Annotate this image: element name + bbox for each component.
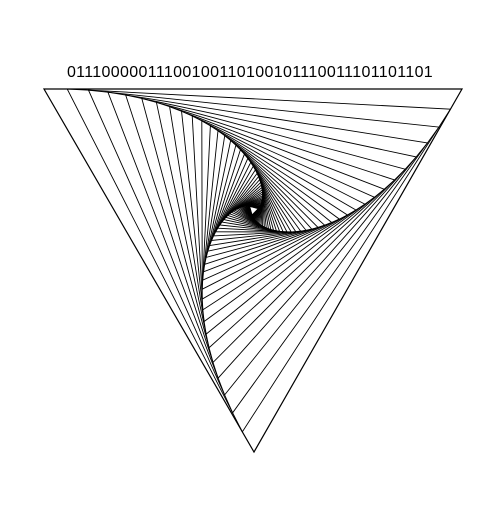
pattern-triangle — [221, 175, 281, 232]
pattern-triangle — [155, 101, 396, 349]
pattern-triangle — [191, 115, 366, 311]
pattern-triangle — [210, 157, 302, 242]
pattern-triangle — [240, 200, 263, 223]
pattern-triangle — [124, 94, 418, 379]
pattern-triangle — [230, 189, 267, 229]
pattern-triangle — [42, 88, 464, 454]
pattern-triangle — [202, 134, 333, 273]
pattern-triangle — [66, 88, 452, 433]
pattern-triangle — [87, 89, 440, 414]
pattern-triangle — [225, 181, 275, 231]
pattern-triangle — [235, 194, 264, 227]
pattern-triangle — [141, 97, 407, 364]
pattern-triangle — [212, 161, 297, 237]
pattern-triangle — [232, 191, 265, 228]
binary-caption: 0111000001110010011010010111001110110110… — [66, 64, 434, 81]
pattern-triangle — [226, 184, 272, 231]
pattern-triangle — [180, 110, 376, 323]
pattern-triangle — [249, 205, 260, 216]
pattern-triangle — [107, 91, 429, 396]
pattern-triangle — [204, 139, 326, 265]
pattern-triangle — [228, 186, 270, 230]
pattern-triangle — [223, 178, 278, 232]
pattern-triangle — [207, 148, 313, 252]
pattern-triangle — [233, 193, 264, 227]
pattern-triangle — [201, 120, 357, 300]
pattern-triangle — [238, 198, 263, 225]
pattern-triangle — [236, 196, 264, 226]
pattern-triangle — [201, 125, 349, 290]
pattern-triangle — [169, 105, 386, 335]
pattern-triangle — [216, 169, 288, 233]
pattern-triangle — [239, 199, 263, 224]
pattern-triangle — [218, 172, 284, 233]
pattern-triangle — [208, 153, 307, 247]
pattern-triangle — [202, 129, 341, 281]
pattern-triangle — [214, 165, 292, 233]
pattern-triangle — [205, 144, 319, 259]
